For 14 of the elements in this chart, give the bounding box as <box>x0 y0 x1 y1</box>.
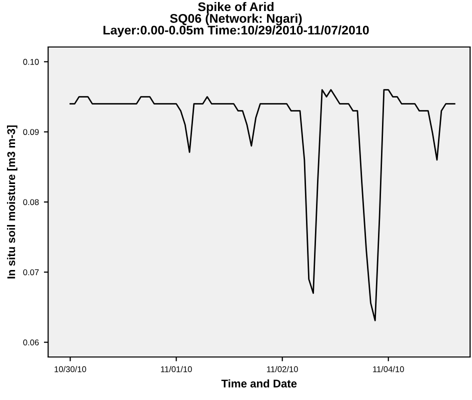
line-series <box>70 89 456 322</box>
y-tick-label: 0.06 <box>23 339 39 346</box>
x-axis-title: Time and Date <box>221 379 297 388</box>
y-tick-label: 0.08 <box>23 199 39 206</box>
y-tick-label: 0.07 <box>23 269 39 276</box>
y-tick-label: 0.10 <box>23 58 39 65</box>
y-axis-title: In situ soil moisture [m3 m-3] <box>6 125 18 278</box>
x-tick-label: 11/02/10 <box>267 366 298 372</box>
chart-subtitle: SQ06 (Network: Ngari) Layer:0.00-0.05m Time:10/29/2010-11/07/2010 <box>104 14 369 38</box>
x-tick-label: 11/04/10 <box>373 366 404 372</box>
y-tick-label: 0.09 <box>23 129 39 135</box>
x-tick-label: 10/30/10 <box>54 366 86 372</box>
chart-title: Spike of Arid <box>198 2 274 14</box>
x-tick-label: 11/01/10 <box>161 366 192 372</box>
